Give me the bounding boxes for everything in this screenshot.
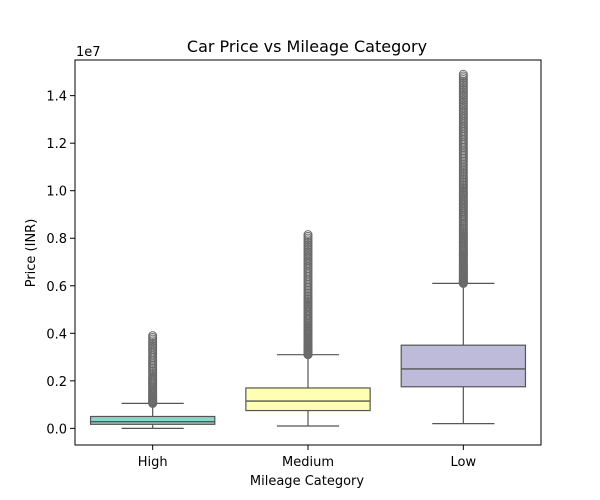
y-tick-label: 1.0 [46,185,67,200]
x-tick-label: Medium [282,455,334,470]
box-low [400,344,527,388]
x-tick-label: Low [451,455,477,470]
box-high [89,415,216,425]
plot-area: 0.0 0.2 0.4 0.6 0.8 1.0 1.2 1.4 High Medium Low [46,59,542,470]
outliers-low [458,69,468,288]
x-tick-label: High [138,455,168,470]
y-tick-label: 1.2 [46,137,67,152]
outliers-high [148,331,158,408]
y-tick-label: 0.8 [46,232,67,247]
y-tick-label: 0.4 [46,327,67,342]
box-medium [245,387,371,412]
y-axis-multiplier: 1e7 [76,45,101,60]
x-axis-label: Mileage Category [250,474,364,489]
outliers-medium [303,230,313,360]
chart-title: Car Price vs Mileage Category [187,37,427,56]
y-tick-label: 0.0 [46,422,67,437]
outlier-point [148,331,158,341]
y-tick-label: 0.2 [46,375,67,390]
outlier-point [458,69,468,79]
y-axis-label: Price (INR) [24,219,39,288]
y-tick-label: 0.6 [46,280,67,295]
y-tick-label: 1.4 [46,90,67,105]
outlier-point [303,230,313,240]
